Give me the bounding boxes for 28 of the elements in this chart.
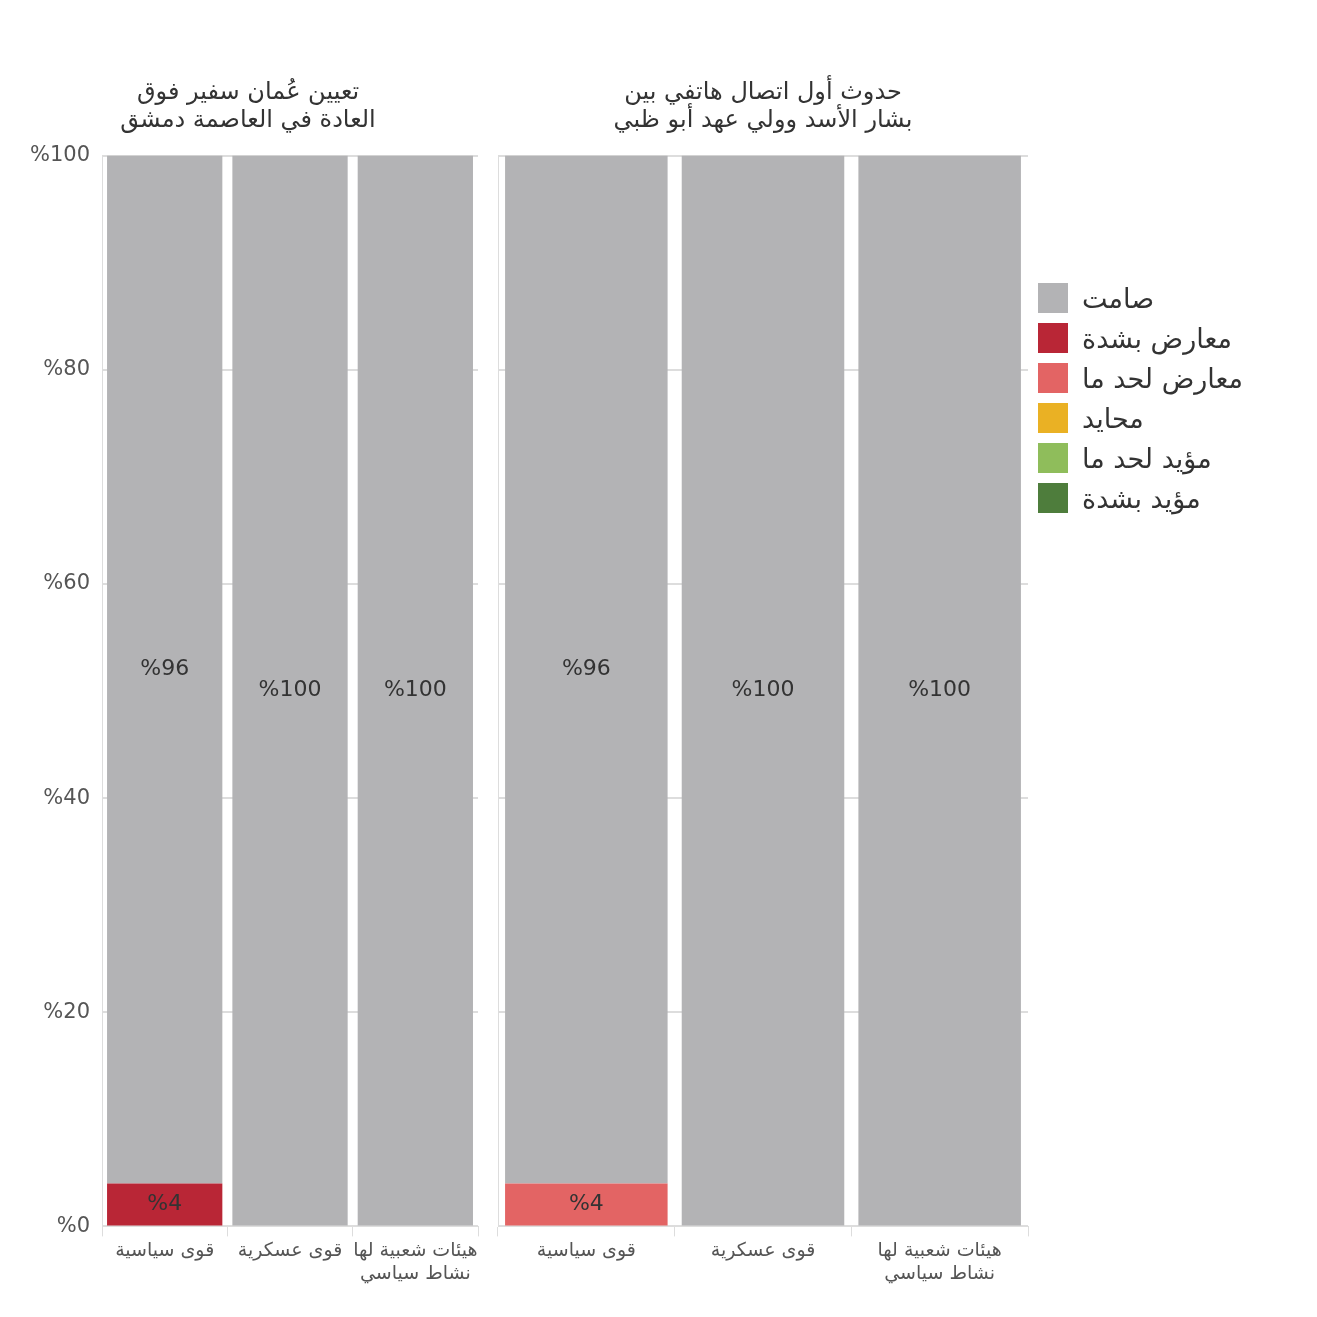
x-tick-label: قوى سياسية <box>115 1237 215 1261</box>
y-tick-label: %20 <box>43 998 91 1023</box>
chart-title: تعيين عُمان سفير فوق العادة في العاصمة دمشق <box>120 76 376 134</box>
y-tick-label: %0 <box>56 1212 91 1237</box>
legend-label: معارض لحد ما <box>1082 362 1244 394</box>
data-label: %100 <box>258 676 322 702</box>
legend-label: محايد <box>1082 402 1144 434</box>
x-tick-label: هيئات شعبية لها نشاط سياسي <box>877 1237 1002 1284</box>
x-tick-label: هيئات شعبية لها نشاط سياسي <box>353 1237 478 1284</box>
data-label: %100 <box>383 676 447 702</box>
x-tick-label: قوى سياسية <box>536 1237 636 1261</box>
y-tick-label: %40 <box>43 784 91 809</box>
y-tick-label: %80 <box>43 356 91 381</box>
chart-title: حدوث أول اتصال هاتفي بين بشار الأسد وولي عهد أبو ظبي <box>613 74 913 134</box>
data-label: %100 <box>731 676 795 702</box>
data-label: %100 <box>908 676 972 702</box>
legend-label: صامت <box>1082 282 1155 314</box>
data-label: %96 <box>140 655 190 681</box>
data-label: %4 <box>147 1190 183 1216</box>
data-label: %96 <box>561 655 611 681</box>
legend-label: معارض بشدة <box>1082 322 1232 354</box>
legend-label: مؤيد لحد ما <box>1082 442 1212 474</box>
y-tick-label: %100 <box>29 142 91 167</box>
data-label: %4 <box>568 1190 604 1216</box>
x-tick-label: قوى عسكرية <box>237 1237 343 1261</box>
legend-label: مؤيد بشدة <box>1082 482 1201 514</box>
x-tick-label: قوى عسكرية <box>710 1237 816 1261</box>
y-tick-label: %60 <box>43 570 91 595</box>
